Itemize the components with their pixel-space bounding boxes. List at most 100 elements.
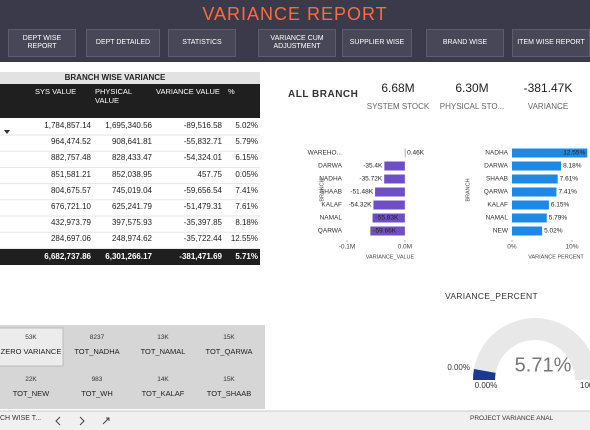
gauge-max-label: 100 xyxy=(580,381,590,390)
nav-button[interactable]: DEPT DETAILED xyxy=(86,29,160,57)
table-cell: 432,973.79 xyxy=(50,218,91,228)
tile-label: TOT_KALAF xyxy=(141,389,185,398)
status-bar xyxy=(0,411,590,430)
value-label: -35.72K xyxy=(359,176,382,183)
bar xyxy=(375,187,405,197)
tile-value: 983 xyxy=(91,376,103,383)
table-header-bg xyxy=(0,84,260,118)
tile-label: ZERO VARIANCE xyxy=(0,347,62,356)
table-cell: 1,784,857.14 xyxy=(44,121,91,130)
table-cell: -51,479.31 xyxy=(183,202,222,211)
bar xyxy=(512,187,557,197)
table-cell: 284,697.06 xyxy=(50,234,91,244)
bar xyxy=(512,226,543,236)
table-total-cell: -381,471.69 xyxy=(179,252,222,261)
kpi-label: PHYSICAL STO... xyxy=(439,102,505,111)
value-label: -35.4K xyxy=(363,163,383,170)
y-axis-label: BRANCH xyxy=(319,178,325,201)
nav-button[interactable]: BRAND WISE xyxy=(426,29,504,57)
tile-label: TOT_NEW xyxy=(12,389,50,398)
table-cell: -55,832.71 xyxy=(183,137,222,147)
x-tick-label: 10% xyxy=(565,244,578,251)
tile-highlight xyxy=(0,327,64,367)
kpi-label: VARIANCE xyxy=(527,102,569,111)
x-axis-label: VARIANCE_VALUE xyxy=(366,254,415,260)
table-cell: 5.79% xyxy=(235,137,258,147)
tile-label: TOT_QARWA xyxy=(205,347,253,356)
value-label: -55.83K xyxy=(376,215,399,222)
category-label: KALAF xyxy=(487,202,508,209)
table-cell: 5.02% xyxy=(235,121,258,130)
table-cell: 851,581.21 xyxy=(50,169,91,179)
column-header: VARIANCE VALUE xyxy=(156,87,220,96)
table-title-bg xyxy=(0,72,260,84)
tile-value: 22K xyxy=(25,376,37,383)
column-header: PHYSICAL VALUE xyxy=(95,87,132,105)
category-label: QARWA xyxy=(484,189,509,196)
report-name: PROJECT VARIANCE ANAL xyxy=(470,415,554,422)
table-cell: -89,516.58 xyxy=(183,121,222,130)
expand-icon xyxy=(4,130,10,134)
gauge-track xyxy=(473,318,590,380)
table-total-cell: 6,682,737.86 xyxy=(44,252,91,261)
bar xyxy=(384,174,405,184)
nav-button[interactable]: SUPPLIER WISE xyxy=(342,29,412,57)
bar xyxy=(404,148,406,158)
nav-button[interactable]: ITEM WISE REPORT xyxy=(512,29,590,57)
category-label: NADHA xyxy=(485,150,508,157)
category-label: SHAAB xyxy=(320,189,342,196)
tile-value: 13K xyxy=(157,334,169,341)
tile-label: TOT_NADHA xyxy=(74,347,120,356)
gauge-target-label: 0.00% xyxy=(475,381,498,390)
value-label: 7.41% xyxy=(558,189,577,196)
value-label: 5.79% xyxy=(549,215,568,222)
kpi-value: -381.47K xyxy=(523,81,573,95)
bar xyxy=(512,161,562,171)
bar xyxy=(373,200,405,210)
table-cell: 457.75 xyxy=(197,169,222,179)
bar xyxy=(384,161,405,171)
value-label: -59.66K xyxy=(373,228,396,235)
nav-button[interactable]: VARIANCE CUM ADJUSTMENT xyxy=(258,29,336,57)
table-cell: 7.41% xyxy=(235,185,258,195)
x-tick-label: 0% xyxy=(507,244,517,251)
table-cell: 828,433.47 xyxy=(111,153,152,163)
category-label: SHAAB xyxy=(486,176,508,183)
table-cell: -35,722.44 xyxy=(183,234,222,244)
tile-value: 53K xyxy=(25,334,37,341)
nav-button[interactable]: STATISTICS xyxy=(168,29,236,57)
category-label: WAREHO... xyxy=(308,150,343,157)
nav-button[interactable]: DEPT WISE REPORT xyxy=(8,29,76,57)
table-total-cell: 5.71% xyxy=(235,252,258,261)
x-tick-label: 0.0M xyxy=(398,244,412,251)
gauge-value xyxy=(473,368,496,380)
value-label: 0.46K xyxy=(407,150,425,157)
table-cell: 676,721.10 xyxy=(50,202,91,211)
table-cell: 852,038.95 xyxy=(111,169,152,179)
category-label: NEW xyxy=(493,228,509,235)
tile-value: 14K xyxy=(157,376,169,383)
value-label: 5.02% xyxy=(544,228,563,235)
expand-arrow xyxy=(102,417,110,425)
y-axis-label: BRANCH xyxy=(465,178,471,201)
bar xyxy=(512,200,549,210)
value-label: 8.18% xyxy=(563,163,582,170)
gauge-value-label: 5.71% xyxy=(515,354,572,376)
tile-label: TOT_WH xyxy=(81,389,113,398)
table-cell: 7.61% xyxy=(235,202,258,211)
table-cell: 745,019.04 xyxy=(111,185,152,195)
value-label: 6.15% xyxy=(551,202,570,209)
value-label: -54.32K xyxy=(349,202,372,209)
gauge-min-label: 0.00% xyxy=(447,363,470,372)
table-title: BRANCH WISE VARIANCE xyxy=(64,73,166,82)
category-label: QARWA xyxy=(318,228,343,235)
table-cell: 882,757.48 xyxy=(50,153,91,163)
category-label: NADHA xyxy=(319,176,342,183)
tile-value: 8237 xyxy=(89,334,105,341)
page-arrows xyxy=(55,416,85,426)
bar xyxy=(372,213,405,223)
bar xyxy=(512,213,547,223)
value-label: -51.48K xyxy=(350,189,373,196)
table-cell: 804,675.57 xyxy=(50,185,91,195)
